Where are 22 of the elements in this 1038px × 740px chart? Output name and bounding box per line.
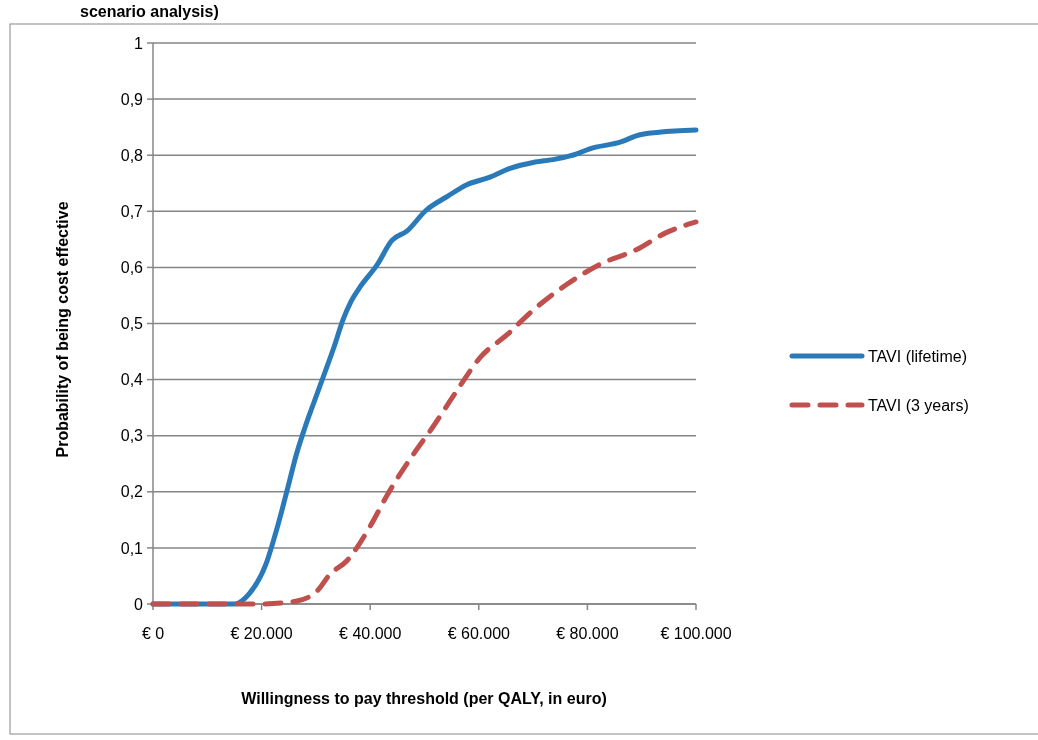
y-tick-label: 0,9 <box>120 90 144 108</box>
y-tick-label: 0,4 <box>120 371 144 389</box>
y-tick-label: 0 <box>134 595 144 613</box>
x-tick-label: € 60.000 <box>447 625 511 642</box>
y-tick-label: 0,3 <box>120 427 144 445</box>
x-tick-label: € 40.000 <box>339 625 402 642</box>
y-tick-label: 0,2 <box>120 483 144 501</box>
y-tick-label: 0,7 <box>120 202 144 220</box>
y-tick-label: 1 <box>134 34 144 52</box>
x-tick-label: € 0 <box>141 625 165 642</box>
x-tick-label: € 100.000 <box>660 625 732 642</box>
legend-label: TAVI (lifetime) <box>868 347 967 365</box>
chart-title: scenario analysis) <box>80 3 219 20</box>
x-tick-label: € 20.000 <box>230 625 293 642</box>
legend-label: TAVI (3 years) <box>868 396 969 414</box>
y-axis-title: Probability of being cost effective <box>54 201 71 458</box>
x-axis-title: Willingness to pay threshold (per QALY, in euro) <box>241 690 607 707</box>
x-tick-label: € 80.000 <box>556 625 619 642</box>
y-tick-label: 0,1 <box>120 539 144 557</box>
y-tick-label: 0,8 <box>120 146 144 164</box>
y-tick-label: 0,5 <box>120 315 144 333</box>
y-tick-label: 0,6 <box>120 259 144 276</box>
